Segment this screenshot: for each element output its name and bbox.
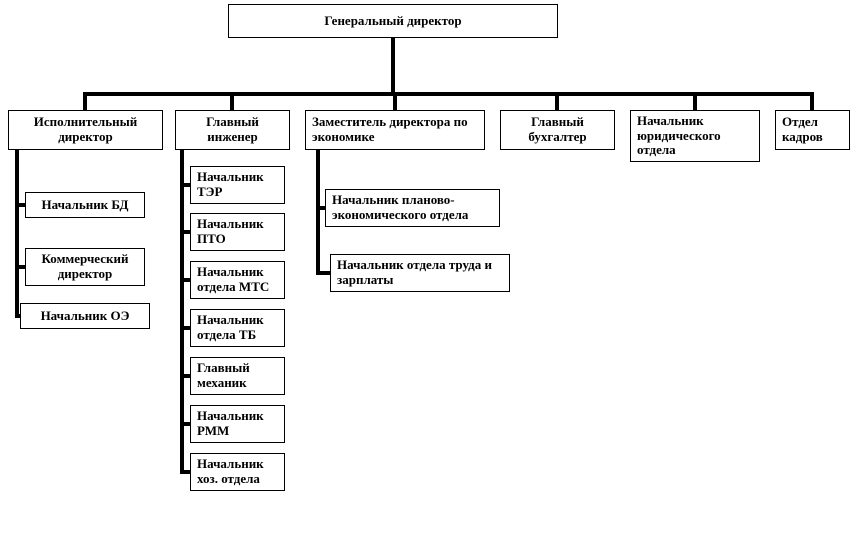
node-label: Начальник ТЭР <box>197 170 278 200</box>
node-chief-mechanic: Главный механик <box>190 357 285 395</box>
node-head-bd: Начальник БД <box>25 192 145 218</box>
node-head-labor-wages: Начальник отдела труда и зарплаты <box>330 254 510 292</box>
node-label: Начальник отдела труда и зарплаты <box>337 258 503 288</box>
node-label: Заместитель директора по экономике <box>312 115 478 145</box>
node-label: Начальник БД <box>42 198 129 213</box>
node-label: Начальник ОЭ <box>41 309 130 324</box>
node-deputy-economics: Заместитель директора по экономике <box>305 110 485 150</box>
node-head-ter: Начальник ТЭР <box>190 166 285 204</box>
node-label: Начальник РММ <box>197 409 278 439</box>
node-head-rmm: Начальник РММ <box>190 405 285 443</box>
node-label: Отдел кадров <box>782 115 843 145</box>
node-head-legal: Начальник юридического отдела <box>630 110 760 162</box>
node-label: Главный инженер <box>182 115 283 145</box>
node-label: Генеральный директор <box>324 14 461 29</box>
node-label: Начальник отдела МТС <box>197 265 278 295</box>
node-chief-engineer: Главный инженер <box>175 110 290 150</box>
node-head-oe: Начальник ОЭ <box>20 303 150 329</box>
org-chart-stage: Генеральный директор Исполнительный дире… <box>0 0 858 546</box>
node-label: Главный механик <box>197 361 278 391</box>
node-head-planning-econ: Начальник планово-экономического отдела <box>325 189 500 227</box>
node-label: Начальник планово-экономического отдела <box>332 193 493 223</box>
node-head-tb: Начальник отдела ТБ <box>190 309 285 347</box>
node-label: Начальник хоз. отдела <box>197 457 278 487</box>
node-label: Коммерческий директор <box>32 252 138 282</box>
node-chief-accountant: Главный бухгалтер <box>500 110 615 150</box>
node-label: Начальник отдела ТБ <box>197 313 278 343</box>
node-general-director: Генеральный директор <box>228 4 558 38</box>
node-executive-director: Исполнительный директор <box>8 110 163 150</box>
node-label: Главный бухгалтер <box>507 115 608 145</box>
node-commercial-director: Коммерческий директор <box>25 248 145 286</box>
node-head-pto: Начальник ПТО <box>190 213 285 251</box>
node-label: Начальник ПТО <box>197 217 278 247</box>
node-hr-dept: Отдел кадров <box>775 110 850 150</box>
node-label: Начальник юридического отдела <box>637 114 753 159</box>
node-head-mts: Начальник отдела МТС <box>190 261 285 299</box>
node-label: Исполнительный директор <box>15 115 156 145</box>
node-head-hoz: Начальник хоз. отдела <box>190 453 285 491</box>
